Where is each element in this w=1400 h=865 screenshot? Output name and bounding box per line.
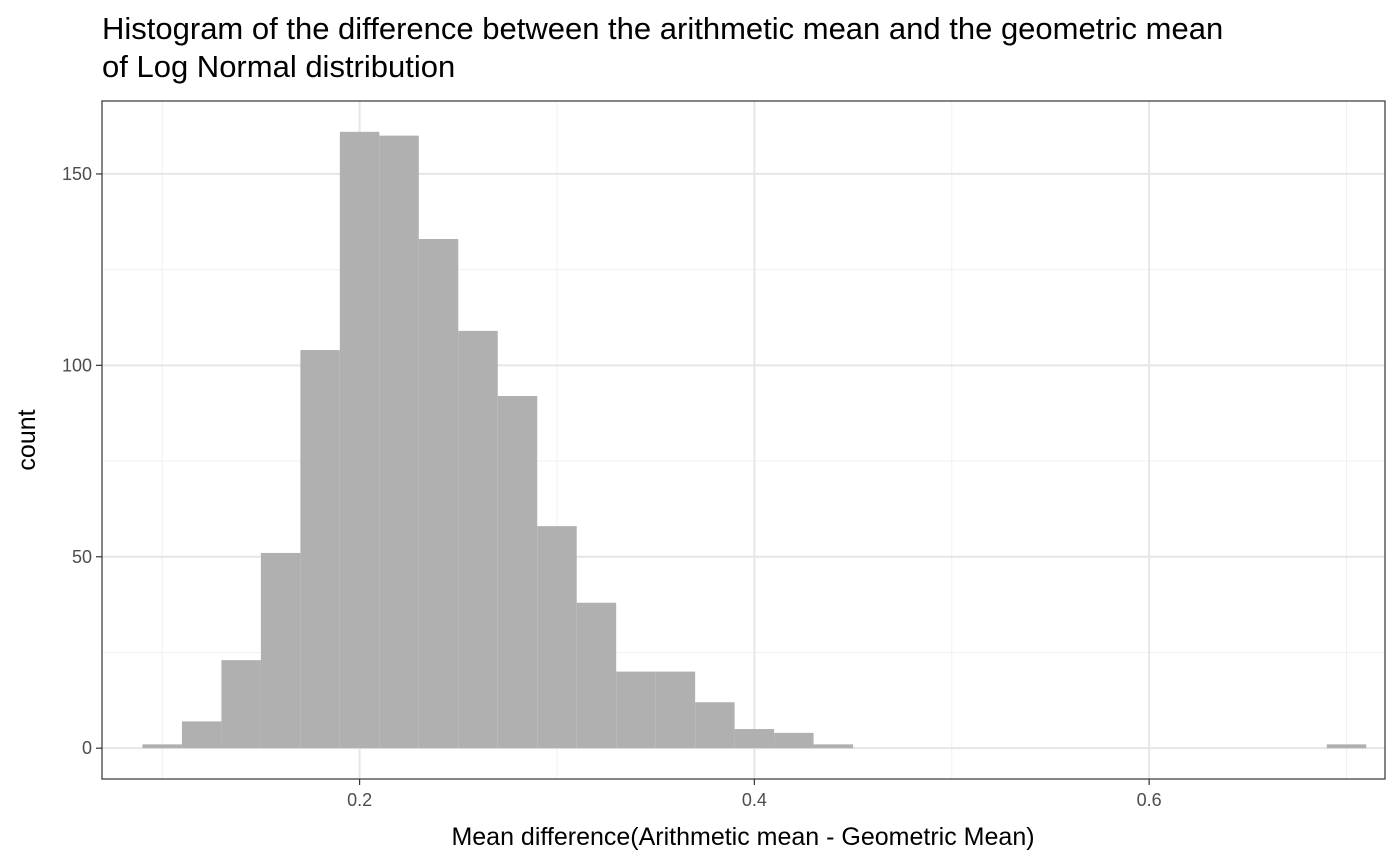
histogram-bar bbox=[576, 602, 617, 749]
x-tick-label: 0.4 bbox=[742, 790, 767, 810]
chart-title: Histogram of the difference between the … bbox=[102, 10, 1392, 86]
histogram-bar bbox=[616, 671, 656, 749]
histogram-bar bbox=[418, 239, 459, 749]
axes: 0.2 0.4 0.6 0 50 100 150 bbox=[62, 164, 1162, 810]
histogram-bar bbox=[1326, 744, 1367, 749]
histogram-bar bbox=[537, 526, 577, 749]
histogram-bar bbox=[260, 552, 301, 749]
y-tick-label: 100 bbox=[62, 355, 92, 375]
histogram-bar bbox=[458, 330, 498, 749]
histogram-bars bbox=[142, 131, 1367, 749]
y-tick-label: 150 bbox=[62, 164, 92, 184]
histogram-bar bbox=[695, 702, 735, 749]
chart-title-line-1: Histogram of the difference between the … bbox=[102, 11, 1224, 46]
histogram-bar bbox=[300, 350, 340, 749]
x-axis-title: Mean difference(Arithmetic mean - Geomet… bbox=[451, 823, 1034, 851]
histogram-bar bbox=[221, 660, 261, 749]
y-axis-title: count bbox=[13, 409, 41, 470]
histogram-bar bbox=[339, 131, 380, 749]
y-tick-label: 0 bbox=[82, 738, 92, 758]
histogram-bar bbox=[379, 135, 419, 749]
histogram-bar bbox=[142, 744, 182, 749]
chart-title-line-2: of Log Normal distribution bbox=[102, 49, 456, 84]
histogram-bar bbox=[497, 395, 538, 749]
histogram-bar bbox=[774, 732, 814, 749]
panel-border bbox=[101, 100, 1386, 780]
x-tick-label: 0.6 bbox=[1137, 790, 1162, 810]
histogram-bar bbox=[181, 721, 222, 749]
histogram-bar bbox=[813, 744, 854, 749]
x-tick-label: 0.2 bbox=[347, 790, 372, 810]
histogram-bar bbox=[734, 729, 775, 749]
y-tick-label: 50 bbox=[72, 547, 92, 567]
histogram-bar bbox=[655, 671, 696, 749]
